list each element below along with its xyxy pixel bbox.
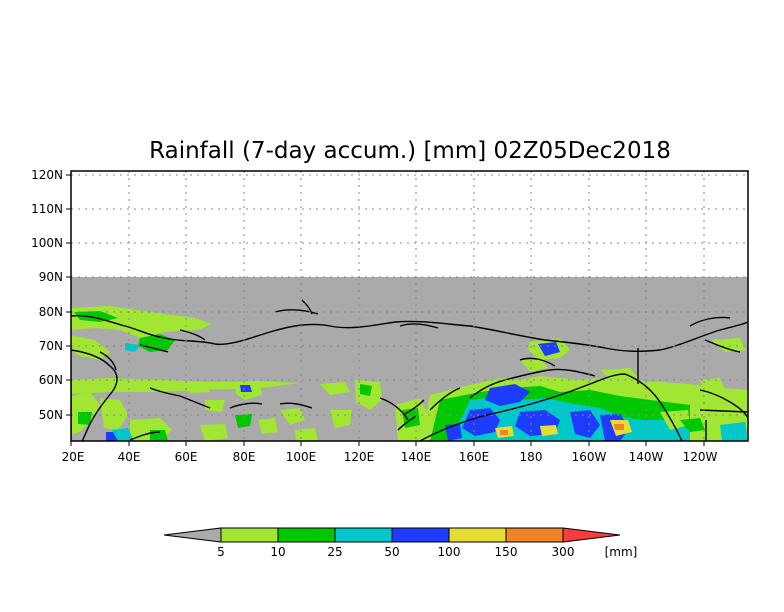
lon-label: 20E [62,450,85,464]
colorbar [163,527,621,543]
lon-label: 80E [233,450,256,464]
map-content [71,277,748,441]
lon-label: 140W [629,450,664,464]
lon-label: 60E [175,450,198,464]
colorbar-bin-25 [334,527,393,543]
colorbar-bin-50 [391,527,450,543]
lon-label: 180 [520,450,543,464]
rainfall-field [71,306,748,441]
lon-label: 140E [401,450,432,464]
colorbar-tick: 5 [217,545,225,559]
colorbar-labels: 5 10 25 50 100 150 300 [mm] [217,545,637,559]
lon-label: 160W [572,450,607,464]
colorbar-bin-10 [277,527,336,543]
lon-label: 100E [286,450,317,464]
lon-label: 40E [118,450,141,464]
colorbar-tick: 50 [384,545,399,559]
colorbar-bin-150 [505,527,564,543]
map-title: Rainfall (7-day accum.) [mm] 02Z05Dec201… [149,138,671,164]
lat-label: 100N [31,236,63,250]
lon-label: 160E [459,450,490,464]
lat-labels: 120N 110N 100N 90N 80N 70N 60N 50N [31,168,63,422]
lat-label: 110N [31,202,63,216]
colorbar-tick: 10 [270,545,285,559]
colorbar-tick: 150 [495,545,518,559]
lat-label: 90N [39,270,63,284]
colorbar-bin-100 [448,527,507,543]
lon-label: 120W [683,450,718,464]
colorbar-low-arrow [163,527,222,543]
colorbar-tick: 100 [438,545,461,559]
lat-label: 80N [39,305,63,319]
lat-label: 120N [31,168,63,182]
map-frame [70,170,749,442]
lon-labels: 20E 40E 60E 80E 100E 120E 140E 160E 180 … [62,450,718,464]
colorbar-tick: 25 [327,545,342,559]
colorbar-tick: 300 [552,545,575,559]
lat-label: 60N [39,373,63,387]
colorbar-unit: [mm] [605,545,638,559]
colorbar-high-arrow [562,527,621,543]
lat-label: 70N [39,339,63,353]
lon-label: 120E [344,450,375,464]
coastlines [71,299,748,441]
graticule [71,171,748,441]
lat-ticks [66,174,71,416]
lat-label: 50N [39,408,63,422]
colorbar-bin-5 [220,527,279,543]
lon-ticks [70,441,705,446]
